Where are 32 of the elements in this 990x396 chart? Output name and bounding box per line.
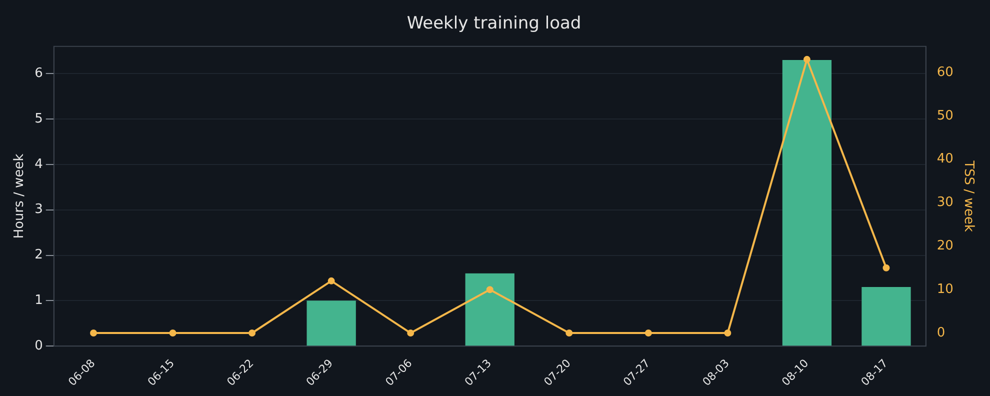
- y2-tick-label: 20: [936, 238, 954, 254]
- y-tick-label: 1: [34, 293, 43, 308]
- point: [328, 277, 335, 284]
- y2-tick-label: 10: [936, 282, 954, 297]
- point: [169, 330, 176, 337]
- point: [407, 330, 414, 337]
- point: [566, 330, 573, 337]
- point: [803, 56, 810, 63]
- y2-tick-label: 40: [936, 152, 954, 167]
- bar: [862, 287, 911, 346]
- chart-title: Weekly training load: [406, 14, 582, 34]
- y-tick-label: 6: [34, 66, 43, 82]
- y2-tick-label: 0: [936, 325, 946, 340]
- bar: [782, 60, 832, 346]
- y-tick-label: 2: [34, 248, 43, 263]
- bar: [465, 273, 514, 346]
- point: [882, 264, 890, 272]
- point: [486, 286, 494, 294]
- bar: [306, 300, 356, 346]
- y2-tick-label: 30: [936, 195, 954, 210]
- point: [90, 330, 98, 337]
- y2-tick-label: 50: [936, 108, 954, 124]
- point: [248, 330, 256, 337]
- y-tick-label: 5: [34, 111, 43, 126]
- y-tick-label: 3: [34, 202, 43, 218]
- y-tick-label: 0: [34, 338, 43, 354]
- y-axis-title: Hours / week: [12, 153, 28, 239]
- point: [644, 330, 652, 337]
- y2-axis-title: TSS / week: [960, 160, 976, 232]
- point: [724, 330, 732, 337]
- y2-tick-label: 60: [936, 64, 954, 80]
- y-tick-label: 4: [34, 156, 43, 172]
